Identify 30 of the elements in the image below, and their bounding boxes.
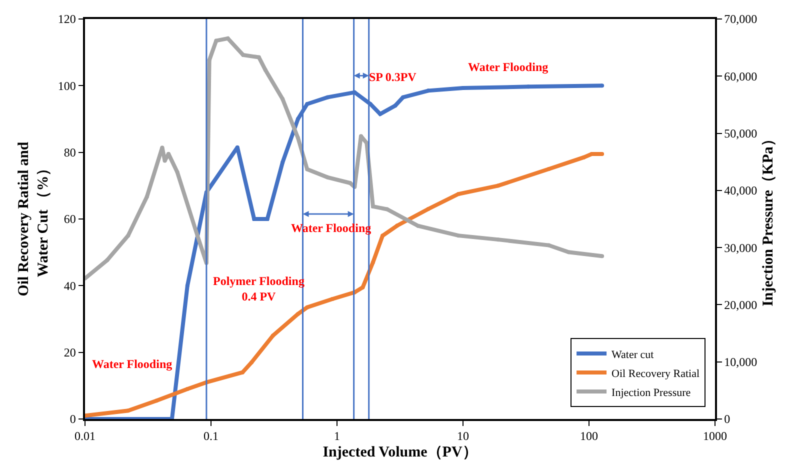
legend-label: Oil Recovery Ratial	[612, 368, 700, 380]
y-tick-label: 100	[58, 78, 76, 93]
x-tick-label: 0.01	[74, 429, 96, 444]
y2-tick-label: 70,000	[724, 12, 758, 26]
y2-tick-label: 20,000	[724, 298, 758, 312]
annotation: Water Flooding	[92, 357, 172, 371]
y2-axis-title: Injection Pressure（KPa）	[760, 132, 777, 306]
y-tick-label: 60	[64, 212, 76, 226]
x-tick-label: 100	[580, 429, 598, 444]
y-tick-label: 40	[64, 278, 76, 293]
y2-tick-label: 60,000	[724, 69, 758, 84]
y-tick-label: 20	[64, 346, 76, 360]
x-tick-label: 1000	[703, 429, 727, 444]
legend-label: Water cut	[612, 348, 654, 361]
y2-tick-label: 0	[724, 412, 730, 426]
y-axis-title: Oil Recovery Ratial and Water Cut （%）	[16, 141, 52, 296]
x-tick-label: 0.1	[204, 429, 218, 444]
x-tick-label: 10	[457, 429, 469, 444]
y2-tick-label: 50,000	[724, 126, 758, 140]
y2-tick-label: 40,000	[724, 184, 758, 198]
y2-tick-label: 10,000	[724, 355, 758, 370]
x-axis-title: Injected Volume（PV）	[322, 444, 478, 461]
y-tick-label: 120	[58, 12, 76, 26]
legend-label: Injection Pressure	[612, 386, 691, 399]
y-tick-label: 80	[64, 146, 76, 160]
x-tick-label: 1	[334, 429, 340, 444]
annotation: Water Flooding	[468, 60, 548, 74]
y2-tick-label: 30,000	[724, 240, 758, 255]
y-tick-label: 0	[70, 412, 76, 426]
annotation: SP 0.3PV	[369, 70, 417, 84]
